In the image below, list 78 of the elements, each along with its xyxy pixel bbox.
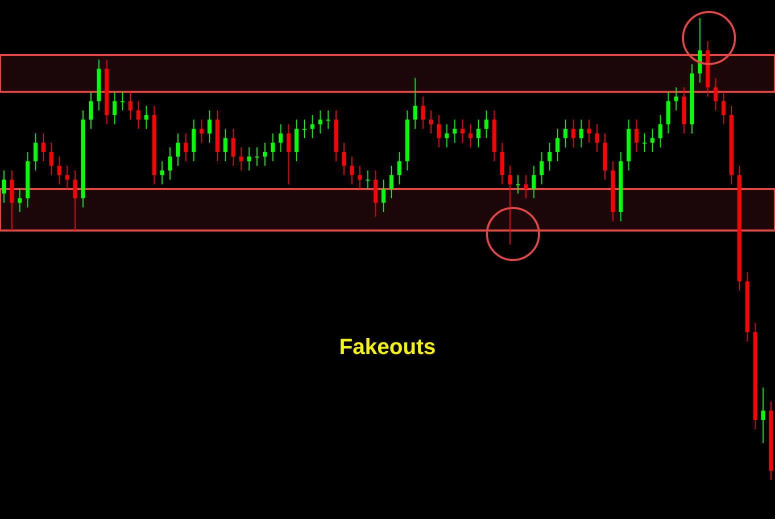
candlestick (200, 119, 204, 144)
candlestick (556, 128, 560, 162)
candlestick (262, 142, 267, 166)
candlestick (389, 165, 394, 199)
candlestick (326, 110, 330, 130)
candlestick (698, 18, 702, 84)
candlestick (144, 105, 148, 130)
candlestick (421, 96, 426, 130)
candlestick (270, 133, 275, 162)
candlestick (286, 124, 291, 185)
candlestick (318, 110, 322, 134)
candlestick (571, 119, 576, 148)
candlestick (184, 133, 188, 162)
candlestick (516, 174, 520, 194)
candlestick (413, 78, 418, 130)
candlestick (88, 91, 93, 130)
candlestick (674, 86, 678, 111)
candlestick (192, 119, 196, 162)
candlestick (460, 119, 465, 144)
candlestick (120, 91, 125, 111)
candlestick (10, 170, 14, 232)
candlestick (255, 146, 260, 166)
candlestick (231, 128, 236, 166)
candlestick (2, 170, 6, 204)
candlestick (444, 124, 449, 148)
candlestick (595, 124, 600, 152)
candlestick (650, 128, 654, 152)
candlestick (714, 78, 718, 111)
candlestick (239, 146, 244, 171)
candlestick (722, 91, 726, 125)
candlestick (112, 91, 117, 125)
candlestick (563, 119, 568, 148)
candlestick (168, 146, 172, 180)
candlestick (532, 165, 536, 199)
candlestick (294, 119, 299, 162)
candlestick (540, 151, 544, 185)
candlestick (658, 114, 662, 148)
candlestick (429, 110, 434, 134)
candlestick (128, 91, 133, 120)
candlestick (666, 91, 670, 134)
candlestick (42, 133, 46, 162)
candlestick (761, 387, 766, 444)
candlestick (302, 119, 306, 139)
candlestick (247, 146, 252, 171)
candlestick (350, 156, 354, 185)
candlestick (278, 124, 283, 152)
candlestick (49, 142, 54, 176)
candlestick (579, 119, 584, 148)
annotation: Fakeouts (338, 334, 437, 360)
candlestick (136, 100, 140, 130)
candlestick (548, 142, 552, 171)
candlestick (468, 124, 473, 148)
candlestick (476, 119, 480, 148)
candlestick (587, 119, 592, 144)
candlestick (634, 119, 639, 152)
candlestick (500, 142, 504, 185)
candlestick (382, 179, 386, 213)
candlestick (484, 110, 488, 139)
candlestick (397, 151, 402, 185)
candlestick (366, 170, 370, 190)
candlestick (310, 114, 314, 139)
candlestick (342, 142, 346, 176)
candlestick (73, 170, 78, 232)
candlestick (223, 128, 228, 162)
candlestick (524, 174, 528, 199)
candlestick (34, 133, 38, 171)
candlestick (18, 188, 22, 213)
candlestick (176, 133, 180, 166)
candlestick (65, 165, 70, 190)
candlestick (374, 170, 378, 218)
candlestick (57, 156, 62, 185)
candlestick (508, 165, 512, 245)
candlestick (436, 114, 441, 148)
candlestick (358, 165, 362, 190)
candlestick (452, 119, 457, 144)
candlestick (208, 110, 212, 144)
candlestick (160, 160, 164, 185)
candlestick (642, 133, 647, 152)
